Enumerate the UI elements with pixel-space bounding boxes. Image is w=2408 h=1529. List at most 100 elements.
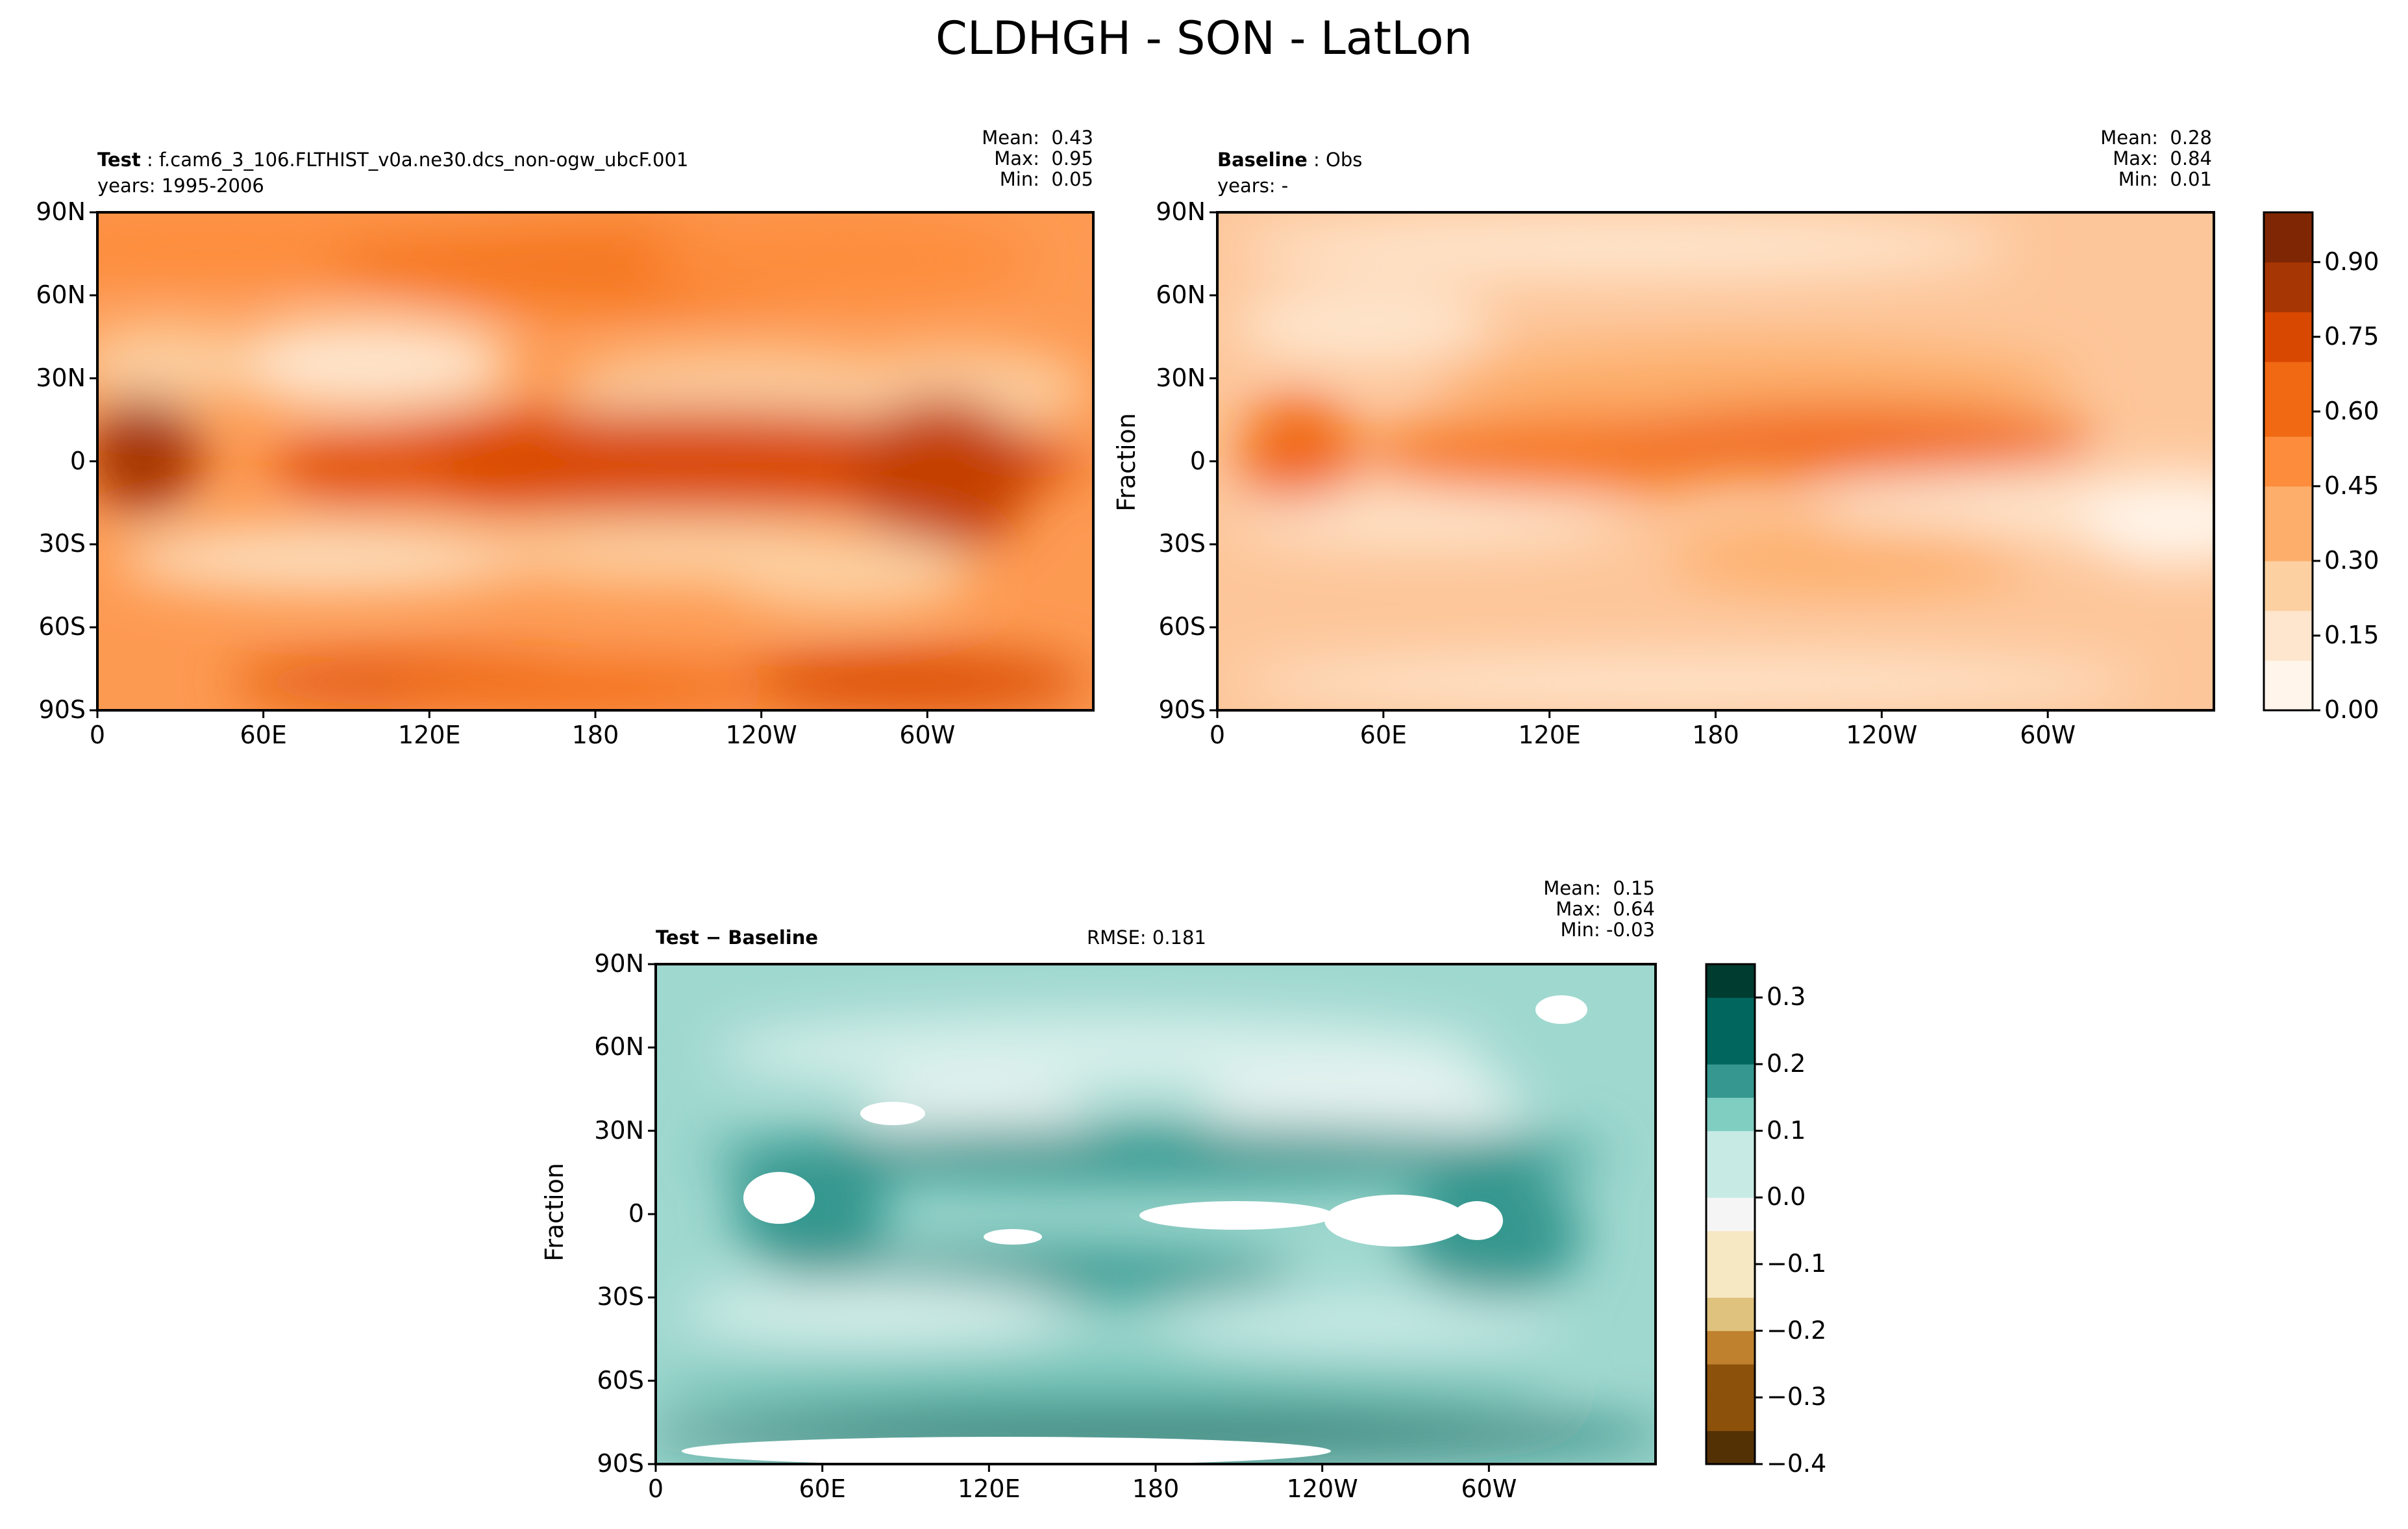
baseline-ytick-label: 60N bbox=[1156, 280, 1206, 309]
oranges-colorbar-segment bbox=[2264, 287, 2313, 312]
baseline-xtick-label: 120E bbox=[1518, 721, 1581, 749]
oranges-colorbar-segment bbox=[2264, 411, 2313, 437]
brbg-colorbar-tick-label: 0.3 bbox=[1767, 982, 1806, 1012]
brbg-colorbar-segment bbox=[1706, 1030, 1755, 1065]
brbg-colorbar-segment bbox=[1706, 1264, 1755, 1298]
test-min: Min: 0.05 bbox=[999, 168, 1093, 190]
diff-ytick-label: 60S bbox=[597, 1365, 644, 1395]
oranges-colorbar-tick-label: 0.15 bbox=[2324, 620, 2379, 649]
test-xtick-label: 180 bbox=[571, 721, 619, 749]
test-xtick-label: 60E bbox=[240, 721, 287, 749]
baseline-mean: Mean: 0.28 bbox=[2100, 127, 2212, 149]
test-years: years: 1995-2006 bbox=[97, 175, 264, 197]
oranges-colorbar-tick-label: 0.45 bbox=[2324, 471, 2379, 500]
oranges-colorbar-tick-label: 0.60 bbox=[2324, 396, 2379, 425]
oranges-colorbar-segment bbox=[2264, 610, 2313, 636]
brbg-colorbar-segment bbox=[1706, 1164, 1755, 1198]
brbg-colorbar-tick-label: 0.1 bbox=[1767, 1115, 1806, 1145]
oranges-colorbar-tick-label: 0.00 bbox=[2324, 695, 2379, 724]
brbg-colorbar-segment bbox=[1706, 1097, 1755, 1132]
baseline-xtick-label: 60W bbox=[2020, 721, 2076, 749]
diff-ytick-label: 30N bbox=[594, 1115, 644, 1145]
baseline-stats: Mean: 0.28 Max: 0.84 Min: 0.01 bbox=[2100, 127, 2212, 190]
diff-ytick-label: 30S bbox=[597, 1282, 644, 1311]
brbg-colorbar-segment bbox=[1706, 1064, 1755, 1098]
baseline-xtick-label: 0 bbox=[1209, 721, 1226, 749]
diff-xtick-label: 180 bbox=[1132, 1474, 1180, 1503]
diff-xtick-label: 120E bbox=[958, 1474, 1021, 1503]
baseline-map bbox=[1217, 212, 2214, 710]
baseline-xtick-label: 120W bbox=[1846, 721, 1918, 749]
oranges-colorbar-segment bbox=[2264, 262, 2313, 288]
test-ytick-label: 30S bbox=[38, 529, 86, 558]
baseline-max: Max: 0.84 bbox=[2113, 147, 2212, 169]
brbg-colorbar-segment bbox=[1706, 1330, 1755, 1365]
oranges-colorbar-segment bbox=[2264, 635, 2313, 661]
test-ytick-label: 30N bbox=[36, 363, 86, 392]
test-stats: Mean: 0.43 Max: 0.95 Min: 0.05 bbox=[982, 127, 1093, 190]
diff-label-bold: Test − Baseline bbox=[656, 926, 819, 949]
diff-rmse: RMSE: 0.181 bbox=[1087, 926, 1206, 949]
oranges-colorbar-segment bbox=[2264, 511, 2313, 537]
baseline-xtick-label: 60E bbox=[1359, 721, 1408, 749]
test-max: Max: 0.95 bbox=[994, 147, 1093, 169]
test-mean: Mean: 0.43 bbox=[982, 127, 1093, 149]
baseline-years: years: - bbox=[1217, 175, 1289, 197]
brbg-colorbar-segment bbox=[1706, 997, 1755, 1032]
brbg-colorbar-segment bbox=[1706, 1297, 1755, 1332]
brbg-colorbar-tick-label: 0.0 bbox=[1767, 1182, 1806, 1212]
baseline-ytick-label: 90S bbox=[1158, 695, 1206, 724]
oranges-colorbar-segment bbox=[2264, 685, 2313, 711]
oranges-colorbar-segment bbox=[2264, 461, 2313, 487]
test-panel-label: Test : f.cam6_3_106.FLTHIST_v0a.ne30.dcs… bbox=[97, 149, 689, 171]
oranges-colorbar-segment bbox=[2264, 560, 2313, 586]
diff-min: Min: -0.03 bbox=[1560, 919, 1655, 941]
baseline-label-bold: Baseline bbox=[1217, 149, 1308, 171]
diff-panel-label: Test − Baseline bbox=[656, 927, 818, 948]
oranges-colorbar-segment bbox=[2264, 312, 2313, 338]
colorbar-oranges bbox=[2263, 211, 2320, 712]
brbg-colorbar-frame bbox=[1705, 963, 1756, 1465]
test-map bbox=[97, 212, 1093, 710]
baseline-case-name: Obs bbox=[1326, 149, 1363, 171]
brbg-colorbar-segment bbox=[1706, 1397, 1755, 1432]
oranges-colorbar-segment bbox=[2264, 660, 2313, 686]
test-xtick-label: 120W bbox=[725, 721, 797, 749]
brbg-colorbar-segment bbox=[1706, 964, 1755, 998]
oranges-colorbar-segment bbox=[2264, 536, 2313, 562]
oranges-colorbar-segment bbox=[2264, 336, 2313, 362]
test-case-name: f.cam6_3_106.FLTHIST_v0a.ne30.dcs_non-og… bbox=[158, 149, 689, 171]
brbg-colorbar-segment bbox=[1706, 1364, 1755, 1398]
test-ytick-label: 90S bbox=[38, 695, 86, 724]
test-ytick-label: 0 bbox=[69, 446, 86, 475]
oranges-colorbar-segment bbox=[2264, 436, 2313, 462]
test-xtick-label: 120E bbox=[398, 721, 461, 749]
oranges-colorbar-frame bbox=[2263, 211, 2314, 712]
oranges-colorbar-segment bbox=[2264, 586, 2313, 612]
diff-xtick-label: 60E bbox=[799, 1474, 846, 1503]
diff-stats: Mean: 0.15 Max: 0.64 Min: -0.03 bbox=[1543, 878, 1655, 940]
oranges-colorbar-tick-label: 0.75 bbox=[2324, 321, 2379, 351]
test-xtick-label: 0 bbox=[89, 721, 106, 749]
brbg-colorbar-segment bbox=[1706, 1197, 1755, 1232]
diff-ytick-label: 60N bbox=[594, 1032, 644, 1062]
brbg-colorbar-tick-label: −0.1 bbox=[1767, 1249, 1827, 1278]
baseline-panel-label: Baseline : Obs bbox=[1217, 149, 1363, 171]
baseline-ytick-label: 90N bbox=[1156, 197, 1206, 226]
baseline-ytick-label: 30S bbox=[1158, 529, 1206, 558]
brbg-colorbar-segment bbox=[1706, 1130, 1755, 1165]
figure-title: CLDHGH - SON - LatLon bbox=[935, 12, 1472, 65]
test-ytick-label: 60N bbox=[36, 280, 86, 309]
baseline-ytick-label: 0 bbox=[1189, 446, 1206, 475]
brbg-colorbar-tick-label: −0.3 bbox=[1767, 1382, 1827, 1411]
baseline-ytick-label: 30N bbox=[1156, 363, 1206, 392]
brbg-colorbar-segment bbox=[1706, 1430, 1755, 1465]
test-ytick-label: 90N bbox=[36, 197, 86, 226]
baseline-min: Min: 0.01 bbox=[2118, 168, 2212, 190]
test-xtick-label: 60W bbox=[899, 721, 956, 749]
oranges-colorbar-segment bbox=[2264, 237, 2313, 263]
diff-map bbox=[656, 964, 1656, 1464]
brbg-colorbar-segment bbox=[1706, 1230, 1755, 1265]
baseline-ytick-label: 60S bbox=[1158, 612, 1206, 641]
diff-max: Max: 0.64 bbox=[1556, 898, 1655, 920]
